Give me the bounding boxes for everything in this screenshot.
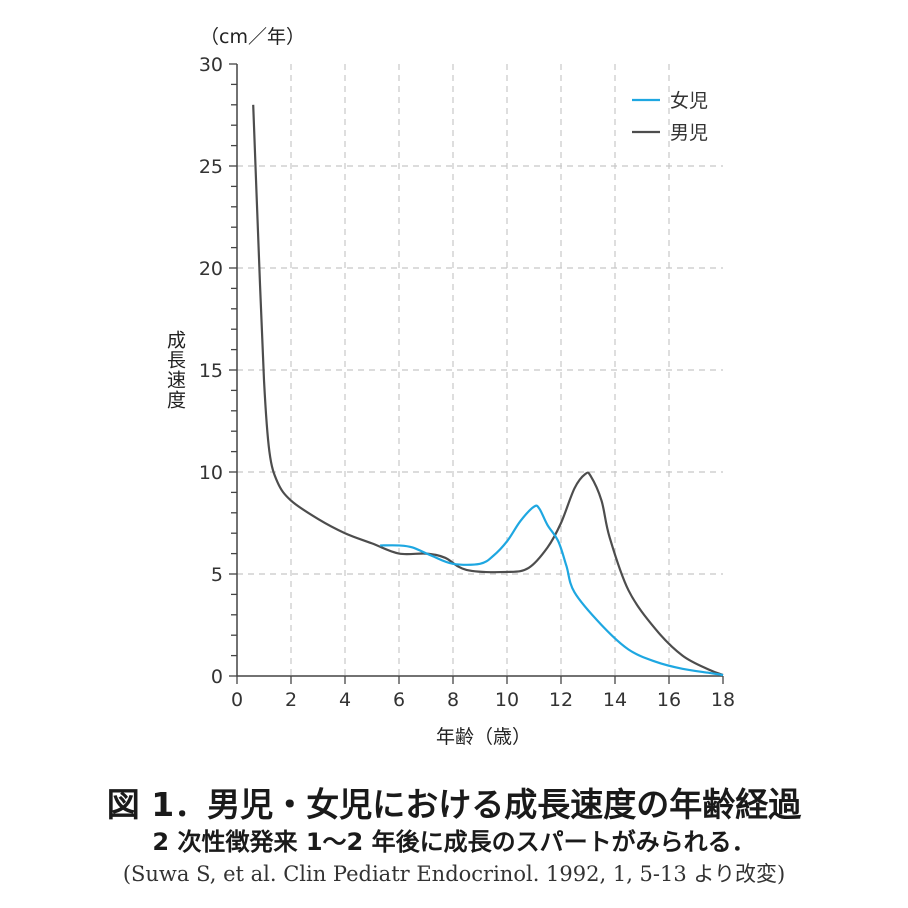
x-tick-label: 18 (711, 689, 735, 711)
y-axis-label: 成長速度 (164, 330, 186, 410)
y-tick-label: 5 (211, 564, 223, 586)
x-tick-label: 4 (339, 689, 351, 711)
y-tick-label: 20 (199, 258, 223, 280)
series-line-girls (380, 504, 724, 677)
x-tick-label: 14 (603, 689, 627, 711)
y-tick-label: 15 (199, 360, 223, 382)
x-axis-label: 年齢（歳） (436, 726, 532, 748)
x-tick-label: 0 (231, 689, 243, 711)
x-tick-label: 12 (549, 689, 573, 711)
y-unit-label: （cm／年） (200, 26, 305, 48)
series-line-boys (252, 104, 724, 677)
legend-label: 女児 (670, 90, 708, 112)
x-tick-label: 8 (447, 689, 459, 711)
figure-subtitle: 2 次性徴発来 1～2 年後に成長のスパートがみられる． (152, 828, 756, 856)
figure-title: 図 1．男児・女児における成長速度の年齢経過 (106, 785, 802, 824)
legend-label: 男児 (670, 122, 708, 144)
x-tick-label: 2 (285, 689, 297, 711)
x-tick-label: 16 (657, 689, 681, 711)
figure-citation: (Suwa S, et al. Clin Pediatr Endocrinol.… (122, 862, 786, 886)
x-tick-label: 6 (393, 689, 405, 711)
y-tick-label: 0 (211, 666, 223, 688)
y-tick-label: 30 (199, 54, 223, 76)
y-tick-label: 25 (199, 156, 223, 178)
x-tick-label: 10 (495, 689, 519, 711)
y-tick-label: 10 (199, 462, 223, 484)
